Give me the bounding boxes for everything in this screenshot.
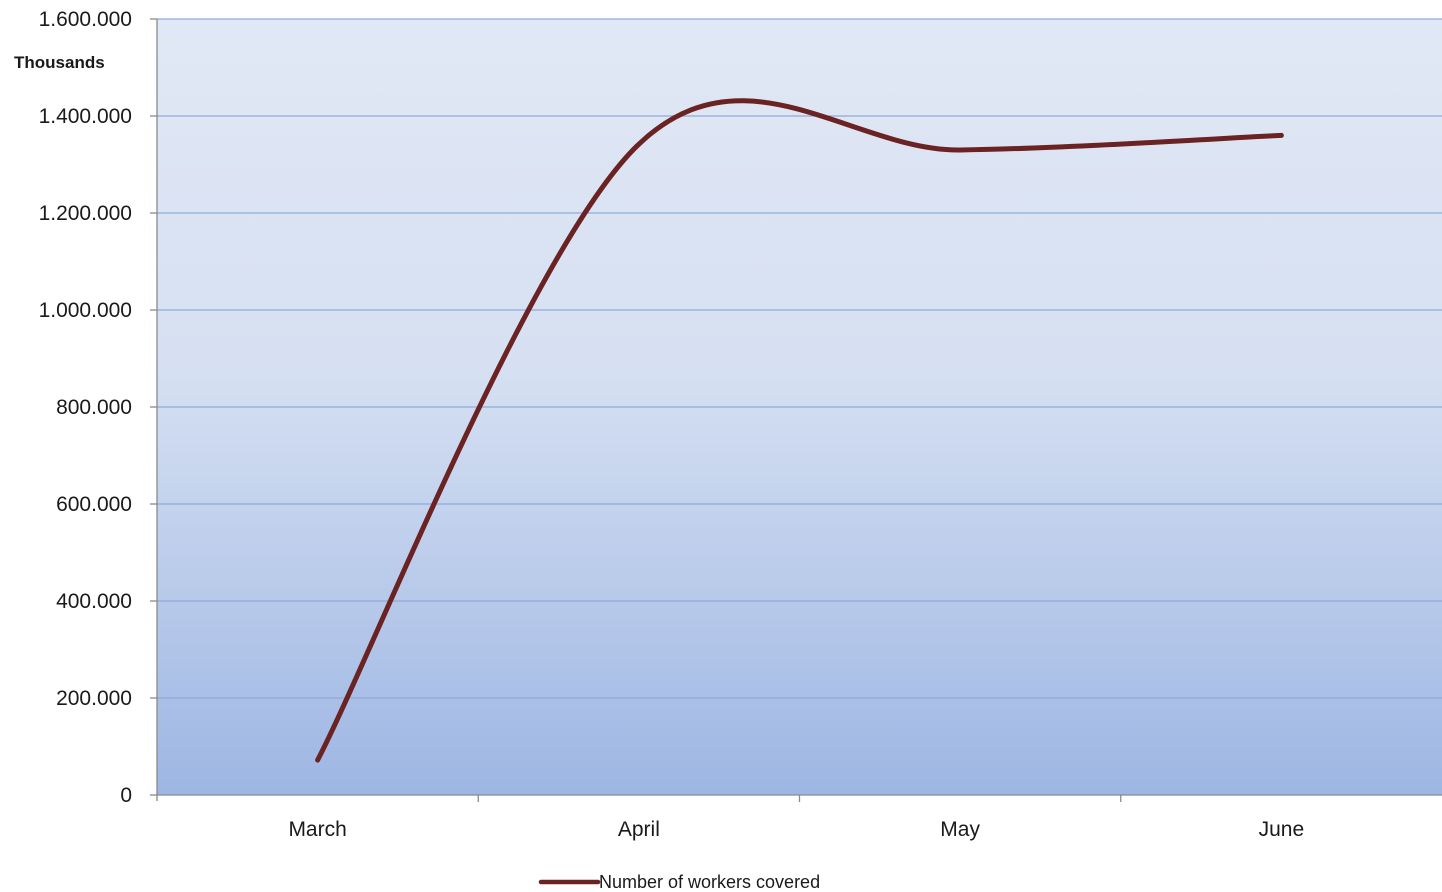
legend: Number of workers covered: [538, 872, 820, 892]
x-tick-label: March: [288, 818, 346, 841]
y-unit-label: Thousands: [14, 53, 105, 72]
y-tick-label: 1.000.000: [39, 299, 132, 322]
x-tick-label: May: [940, 818, 980, 841]
series-lines: [315, 98, 1284, 763]
y-tick-label: 600.000: [56, 493, 132, 516]
y-tick-label: 1.400.000: [39, 105, 132, 128]
x-tick-label: April: [618, 818, 660, 841]
y-tick-label: 400.000: [56, 590, 132, 613]
legend-label: Number of workers covered: [599, 872, 820, 892]
series-line: [315, 98, 1284, 763]
y-tick-label: 200.000: [56, 687, 132, 710]
axes: [150, 18, 1442, 802]
y-tick-label: 800.000: [56, 396, 132, 419]
y-tick-labels: 0 200.000 400.000 600.000 800.000 1.000.000 1.…: [39, 8, 132, 807]
y-tick-label: 1.200.000: [39, 202, 132, 225]
x-tick-label: June: [1259, 818, 1305, 841]
y-tick-label: 1.600.000: [39, 8, 132, 31]
y-tick-label: 0: [120, 784, 132, 807]
x-tick-labels: March April May June: [288, 818, 1304, 841]
gridlines: [157, 18, 1442, 699]
